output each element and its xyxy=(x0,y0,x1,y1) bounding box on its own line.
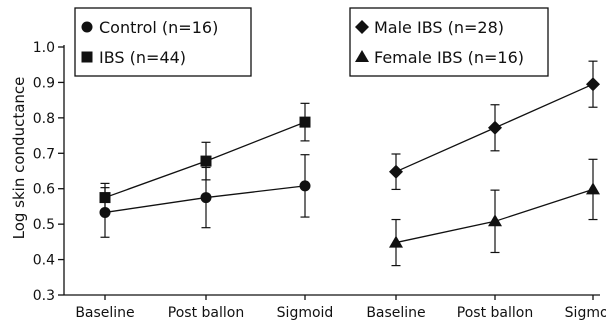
data-point-diamond xyxy=(586,77,600,92)
y-tick-label: 0.8 xyxy=(33,111,55,127)
y-tick-label: 0.4 xyxy=(33,253,55,269)
legend-box xyxy=(349,7,549,77)
x-tick-label: Sigmoid xyxy=(277,305,334,320)
x-tick-label: Sigmoid xyxy=(565,305,606,320)
x-tick-label: Baseline xyxy=(75,305,134,320)
axes: 0.3 0.4 0.5 0.6 0.7 0.8 0.9 1.0 Baseline Post bal… xyxy=(33,40,606,320)
legend-label: Female IBS (n=16) xyxy=(374,48,524,67)
y-tick-label: 0.5 xyxy=(33,217,55,233)
legend-marker-square xyxy=(81,51,93,63)
data-point-square xyxy=(200,155,212,167)
x-tick-label: Post ballon xyxy=(457,305,533,320)
y-tick-label: 0.9 xyxy=(33,75,55,91)
legend-label: Control (n=16) xyxy=(99,18,218,37)
y-tick-label: 0.3 xyxy=(33,288,55,304)
y-tick-label: 0.7 xyxy=(33,146,55,162)
data-point-triangle xyxy=(586,182,600,195)
legends: Control (n=16) IBS (n=44) Male IBS (n=28) F… xyxy=(74,7,549,77)
y-tick-label: 0.6 xyxy=(33,182,55,198)
data-point-diamond xyxy=(488,120,502,135)
legend-box xyxy=(74,7,252,77)
data-point-square xyxy=(299,116,311,128)
legend-label: IBS (n=44) xyxy=(99,48,186,67)
data-point-circle xyxy=(299,180,311,192)
legend-label: Male IBS (n=28) xyxy=(374,18,504,37)
legend-marker-diamond xyxy=(355,20,369,34)
data-point-circle xyxy=(99,206,111,218)
legend-marker-triangle xyxy=(355,50,369,62)
x-tick-label: Post ballon xyxy=(168,305,244,320)
x-tick-label: Baseline xyxy=(366,305,425,320)
legend-marker-circle xyxy=(81,21,93,33)
y-axis-title: Log skin conductance xyxy=(10,77,28,240)
plot-marks xyxy=(99,60,600,267)
data-point-square xyxy=(99,192,111,204)
data-point-diamond xyxy=(389,164,403,179)
data-point-triangle xyxy=(488,214,502,227)
y-tick-label: 1.0 xyxy=(33,40,55,56)
data-point-circle xyxy=(200,192,212,204)
data-point-triangle xyxy=(389,235,403,248)
